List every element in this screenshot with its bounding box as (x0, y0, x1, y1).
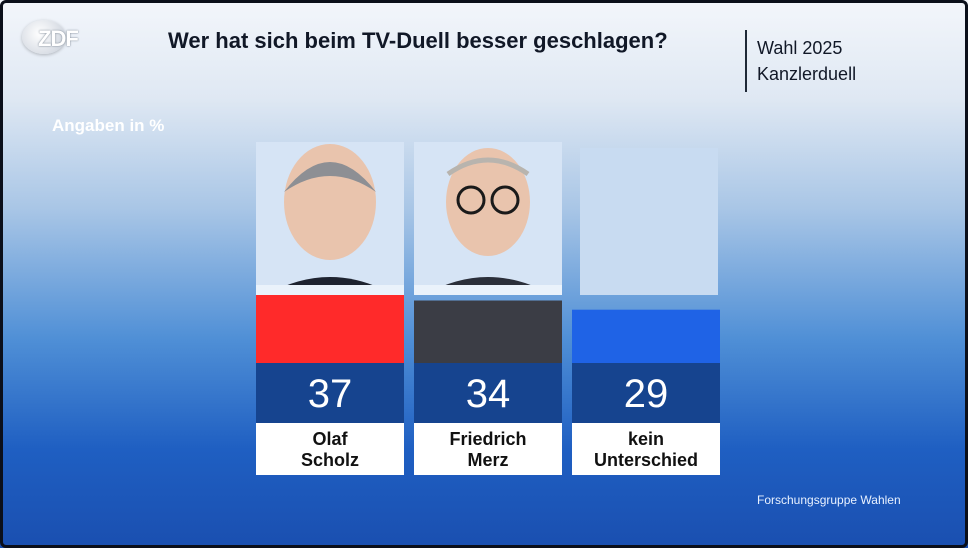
portrait-divider (256, 285, 404, 295)
value-label-kein-unterschied: 29 (624, 372, 669, 416)
value-label-olaf-scholz: 37 (308, 372, 353, 416)
portrait-head (284, 144, 376, 260)
value-box-olaf-scholz (256, 363, 404, 423)
bar-kein-unterschied (572, 309, 720, 363)
value-box-kein-unterschied (572, 363, 720, 423)
chart-title: Wer hat sich beim TV-Duell besser geschl… (168, 28, 668, 53)
category-label-line2-friedrich-merz: Merz (467, 450, 508, 470)
bar-olaf-scholz (256, 295, 404, 363)
category-label-line2-kein-unterschied: Unterschied (594, 450, 698, 470)
value-box-friedrich-merz (414, 363, 562, 423)
portrait-divider (414, 285, 562, 295)
label-box-friedrich-merz (414, 423, 562, 475)
glasses-right-icon (490, 185, 520, 215)
label-box-olaf-scholz (256, 423, 404, 475)
series-name: Wahl 2025 (757, 38, 843, 58)
portrait-hair (446, 157, 530, 177)
category-label-line2-olaf-scholz: Scholz (301, 450, 359, 470)
glasses-left-icon (456, 185, 486, 215)
units-label: Angaben in % (52, 116, 165, 135)
empty-panel (580, 148, 718, 295)
label-box-kein-unterschied (572, 423, 720, 475)
category-label-olaf-scholz: Olaf (312, 429, 348, 449)
source-label: Forschungsgruppe Wahlen (757, 493, 901, 507)
zdf-logo-text: ZDF (38, 26, 79, 51)
zdf-logo-icon (22, 20, 66, 54)
category-label-kein-unterschied: kein (628, 429, 664, 449)
category-label-friedrich-merz: Friedrich (449, 429, 526, 449)
bar-friedrich-merz (414, 300, 562, 363)
portrait-hair (284, 162, 376, 192)
series-subtitle: Kanzlerduell (757, 64, 857, 84)
title-divider (745, 30, 747, 92)
portrait-head (446, 148, 530, 256)
value-label-friedrich-merz: 34 (466, 372, 511, 416)
